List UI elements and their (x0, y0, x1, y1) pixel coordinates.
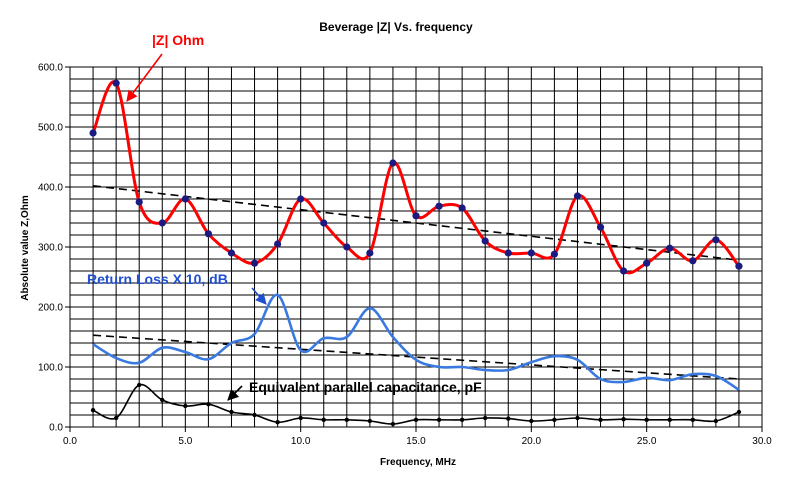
impedance-point (366, 249, 374, 257)
impedance-point (666, 244, 674, 252)
impedance-point (181, 195, 189, 203)
impedance-point (573, 192, 582, 200)
impedance-point (343, 243, 351, 251)
capacitance-point (275, 420, 280, 425)
x-tick-label: 15.0 (406, 436, 426, 447)
annotation-impedance-label: |Z| Ohm (152, 32, 204, 48)
impedance-point (458, 204, 466, 212)
capacitance-point (459, 417, 465, 422)
x-tick-label: 25.0 (637, 436, 657, 447)
impedance-point (250, 259, 259, 267)
capacitance-point (344, 417, 349, 422)
y-tick-label: 0.0 (49, 423, 63, 434)
annotation-capacitance: Equivalent parallel capacitance, pF (227, 379, 482, 401)
y-tick-label: 300.0 (38, 243, 63, 254)
x-tick-label: 30.0 (752, 436, 772, 447)
y-tick-label: 200.0 (38, 303, 63, 314)
capacitance-point (621, 417, 626, 422)
gridlines (70, 67, 762, 427)
capacitance-point (575, 415, 580, 421)
y-axis-ticks: 0.0 100.0 200.0 300.0 400.0 500.0 600.0 (38, 63, 70, 434)
capacitance-point (598, 417, 603, 422)
capacitance-point (483, 415, 488, 421)
y-tick-label: 100.0 (38, 363, 63, 374)
impedance-point (735, 262, 743, 270)
annotation-impedance-arrow (126, 53, 163, 102)
impedance-point (481, 237, 489, 245)
capacitance-point (390, 421, 396, 427)
annotation-return-loss-arrow (251, 287, 267, 305)
capacitance-point (160, 397, 165, 403)
impedance-point (227, 249, 236, 257)
capacitance-point (183, 403, 188, 409)
series-return-loss-line (92, 293, 740, 391)
capacitance-point (113, 415, 119, 421)
capacitance-point (529, 418, 534, 424)
y-tick-label: 500.0 (38, 123, 63, 134)
annotation-capacitance-label: Equivalent parallel capacitance, pF (249, 379, 482, 395)
impedance-point (135, 198, 143, 206)
x-axis-label: Frequency, MHz (380, 457, 456, 468)
capacitance-point (252, 412, 257, 418)
y-tick-label: 400.0 (38, 183, 63, 194)
x-tick-label: 5.0 (178, 436, 192, 447)
capacitance-point (436, 417, 442, 422)
annotation-return-loss: Return Loss X 10, dB (87, 271, 267, 305)
impedance-point (689, 257, 697, 265)
capacitance-point (552, 417, 557, 422)
capacitance-point (667, 417, 672, 422)
impedance-point (620, 267, 628, 275)
impedance-point (435, 202, 443, 210)
annotation-impedance: |Z| Ohm (126, 32, 204, 102)
capacitance-point (736, 409, 742, 415)
trendlines (92, 185, 740, 380)
y-tick-label: 600.0 (38, 63, 63, 74)
impedance-point (112, 79, 120, 87)
impedance-point (389, 159, 397, 167)
capacitance-point (367, 418, 373, 424)
capacitance-point (90, 408, 96, 413)
capacitance-point (506, 416, 511, 421)
impedance-point (297, 195, 305, 203)
capacitance-point (229, 409, 234, 415)
annotation-capacitance-arrow (227, 385, 243, 401)
trendline (93, 334, 739, 380)
trendline (92, 185, 740, 261)
capacitance-point (321, 417, 326, 422)
impedance-point (89, 129, 97, 137)
capacitance-point (206, 402, 211, 407)
impedance-point (204, 230, 212, 238)
capacitance-point (137, 382, 142, 388)
capacitance-point (644, 417, 649, 422)
y-axis-label: Absolute value Z,Ohm (20, 195, 31, 301)
impedance-point (274, 240, 282, 248)
x-tick-label: 10.0 (291, 436, 311, 447)
x-axis-ticks: 0.0 5.0 10.0 15.0 20.0 25.0 30.0 (63, 427, 772, 447)
chart-title: Beverage |Z| Vs. frequency (319, 20, 473, 34)
impedance-point (504, 249, 512, 257)
impedance-point (320, 219, 328, 227)
x-tick-label: 0.0 (63, 436, 77, 447)
impedance-point (412, 212, 420, 220)
impedance-point (643, 259, 651, 267)
impedance-point (550, 250, 559, 258)
impedance-point (527, 249, 535, 257)
marker-layer (89, 79, 743, 427)
x-tick-label: 20.0 (522, 436, 542, 447)
impedance-point (596, 223, 605, 231)
impedance-point (158, 219, 166, 227)
impedance-point (712, 236, 720, 244)
capacitance-point (713, 418, 719, 424)
capacitance-point (413, 417, 419, 422)
capacitance-point (298, 415, 303, 421)
annotation-return-loss-label: Return Loss X 10, dB (87, 271, 228, 287)
capacitance-point (690, 417, 695, 422)
